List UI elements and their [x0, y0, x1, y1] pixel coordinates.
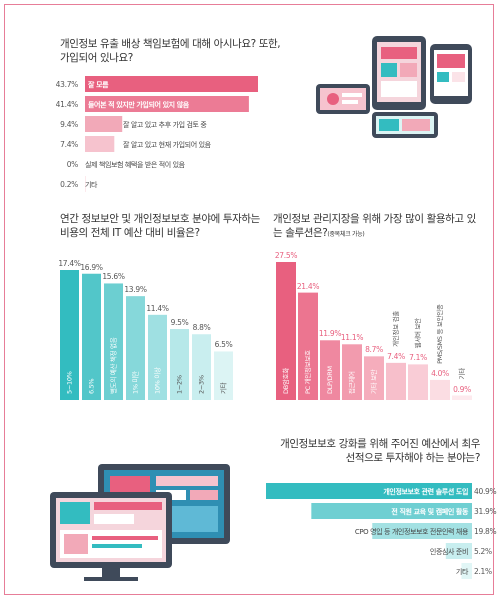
- chart2-value-label: 11.4%: [146, 303, 169, 313]
- chart2-bar: [148, 314, 167, 400]
- chart3-category-label: 기타: [457, 368, 466, 380]
- chart4-bar: [372, 523, 472, 539]
- chart2-bar: [214, 351, 233, 400]
- chart3-category-label: DB암호화: [282, 368, 290, 394]
- chart3-value-label: 7.1%: [409, 353, 427, 363]
- chart3-category-label: PC 개인정보보호: [303, 350, 312, 394]
- chart1-value-label: 0%: [66, 160, 79, 169]
- chart2-value-label: 15.6%: [102, 272, 125, 282]
- chart2-value-label: 9.5%: [170, 318, 189, 328]
- chart2-category-label: 10% 이상: [153, 367, 162, 394]
- chart3-category-label: 개인정보 검출: [391, 311, 400, 347]
- chart3-bar: [320, 340, 340, 400]
- chart1-bar: [85, 116, 123, 132]
- chart4-bar: [266, 483, 472, 499]
- chart1-value-label: 7.4%: [60, 140, 78, 149]
- chart1-value-label: 43.7%: [55, 80, 79, 89]
- chart3-category-label: PMS/SMS 등 보안인증: [435, 304, 444, 364]
- chart2-category-label: 6.5%: [88, 379, 96, 394]
- chart3-value-label: 8.7%: [365, 345, 383, 355]
- chart4-value-label: 40.9%: [474, 487, 497, 496]
- chart2-category-label: 기타: [219, 382, 228, 394]
- chart2-bar: [192, 334, 211, 400]
- chart2-value-label: 13.9%: [124, 285, 147, 295]
- chart3-category-label: 접근제어: [347, 371, 356, 394]
- chart3-value-label: 21.4%: [296, 281, 320, 291]
- chart4-category-label: CPO 영입 등 개인정보보호 전문인력 채용: [354, 528, 469, 536]
- chart1-category-label: 잘 알고 있고 추후 가입 검토 중: [123, 121, 207, 129]
- chart3-bar: [276, 262, 296, 400]
- chart1-category-label: 잘 알고 있고 현재 가입되어 있음: [123, 141, 211, 149]
- chart3-category-label: DLP/DRM: [326, 366, 334, 394]
- monitor-devices-icon: [50, 464, 230, 581]
- chart4-value-label: 2.1%: [474, 567, 492, 576]
- chart1-bar: [85, 136, 115, 152]
- chart4-value-label: 5.2%: [474, 547, 492, 556]
- chart2-bar: [60, 270, 79, 400]
- chart2-bar: [126, 296, 145, 400]
- chart3-value-label: 7.4%: [387, 351, 405, 361]
- chart4-category-label: 기타: [455, 568, 468, 576]
- chart2-category-label: 5~10%: [66, 371, 74, 394]
- chart1-title: 개인정보 유출 배상 책임보험에 대해 아시나요? 또한, 가입되어 있나요?: [60, 38, 281, 64]
- chart3-value-label: 27.5%: [274, 251, 298, 260]
- chart3-title-text: 개인정보 관리지장을 위해 가장 많이 활용하고 있는 솔루션은?: [273, 213, 476, 239]
- chart3-value-label: 4.0%: [431, 368, 449, 378]
- chart3-bar: [298, 292, 318, 400]
- chart3-value-label: 11.9%: [318, 329, 342, 339]
- chart2-category-label: 1% 미만: [131, 371, 140, 394]
- chart1-value-label: 9.4%: [60, 120, 78, 129]
- chart2-value-label: 6.5%: [214, 340, 233, 350]
- chart2-bar: [104, 283, 123, 400]
- chart2-value-label: 17.4%: [58, 259, 81, 268]
- chart2-category-label: 별도의 예산 책정 없음: [109, 337, 118, 394]
- chart3-title-note: (중복체크 가능): [327, 231, 365, 238]
- chart3-bar: [386, 362, 406, 400]
- chart4-value-label: 31.9%: [474, 507, 497, 516]
- chart3-bar: [408, 364, 428, 400]
- chart3-category-label: 웹서버 보안: [413, 318, 422, 348]
- chart3-value-label: 11.1%: [340, 333, 364, 343]
- chart1-bar: [85, 96, 249, 112]
- chart4-category-label: 개인정보보호 관련 솔루션 도입: [383, 488, 468, 496]
- chart4-title: 개인정보보호 강화를 위해 주어진 예산에서 최우선적으로 투자해야 하는 분야…: [280, 438, 480, 464]
- chart4-category-label: 인증심사 준비: [429, 548, 468, 556]
- chart2-category-label: 2~3%: [198, 375, 206, 394]
- chart2-bar: [82, 273, 101, 400]
- chart3-category-label: 기타 보안: [369, 369, 378, 394]
- chart4-bar: [461, 563, 472, 579]
- chart1-category-label: 실제 책임보험 혜택을 받은 적이 있음: [85, 161, 185, 169]
- chart4-category-label: 전 직원 교육 및 캠페인 활동: [391, 508, 468, 516]
- chart4-value-label: 19.8%: [474, 527, 497, 536]
- chart2-value-label: 16.9%: [80, 262, 103, 272]
- chart2-value-label: 8.8%: [192, 323, 211, 333]
- chart3-bar: [430, 379, 450, 400]
- chart3-bar: [364, 356, 384, 400]
- chart3-bar: [452, 395, 472, 400]
- chart1-value-label: 0.2%: [60, 180, 78, 189]
- chart3-title: 개인정보 관리지장을 위해 가장 많이 활용하고 있는 솔루션은?(중복체크 가…: [273, 212, 483, 242]
- mobile-devices-icon: [316, 36, 472, 138]
- chart2-category-label: 1~2%: [176, 375, 184, 394]
- chart3-value-label: 0.9%: [453, 385, 471, 395]
- chart1-category-label: 기타: [85, 181, 98, 189]
- infographic-frame: [4, 4, 494, 595]
- chart1-bar: [85, 76, 258, 92]
- chart1-category-label: 잘 모름: [88, 81, 109, 89]
- chart2-title: 연간 정보보안 및 개인정보보호 분야에 투자하는 비용의 전체 IT 예산 대…: [60, 213, 260, 239]
- chart1-category-label: 들어본 적 있지만 가입되어 있지 않음: [88, 101, 189, 109]
- chart2-bar: [170, 329, 189, 400]
- chart4-bar: [311, 503, 472, 519]
- chart4-bar: [445, 543, 472, 559]
- chart1-bar: [85, 176, 86, 192]
- chart1-value-label: 41.4%: [55, 100, 79, 109]
- chart3-bar: [342, 344, 362, 400]
